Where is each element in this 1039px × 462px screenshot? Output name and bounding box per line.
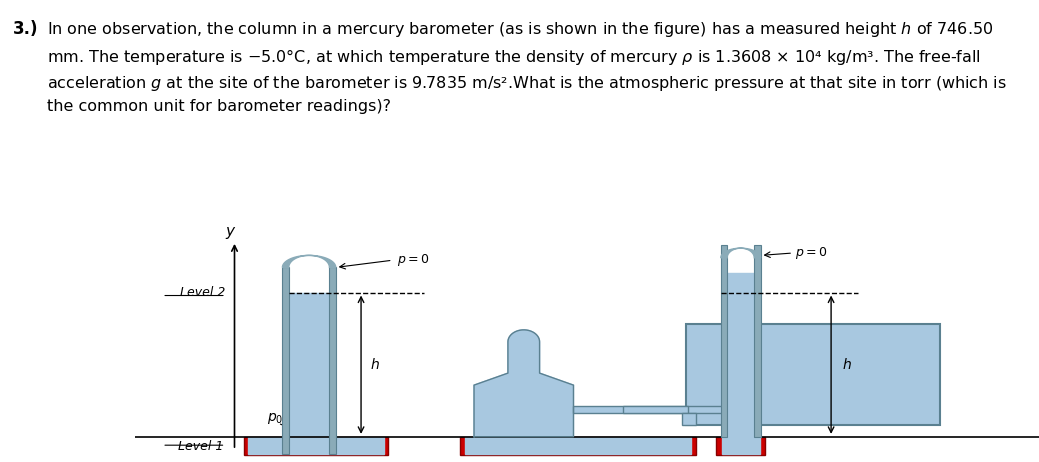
Text: $p_0$: $p_0$	[498, 410, 514, 425]
Polygon shape	[474, 330, 574, 437]
Polygon shape	[283, 255, 336, 267]
Polygon shape	[460, 437, 695, 455]
Polygon shape	[623, 406, 688, 413]
Polygon shape	[329, 267, 336, 454]
Polygon shape	[754, 244, 761, 437]
Polygon shape	[722, 437, 760, 454]
Polygon shape	[283, 267, 289, 454]
Polygon shape	[721, 248, 761, 258]
Text: $p = 0$: $p = 0$	[795, 245, 827, 261]
Text: $h$: $h$	[370, 357, 380, 372]
Polygon shape	[727, 274, 754, 437]
Polygon shape	[687, 324, 939, 425]
Text: 3.): 3.)	[12, 20, 38, 38]
Text: y: y	[225, 224, 235, 238]
Text: $p_0$: $p_0$	[267, 411, 284, 426]
Polygon shape	[682, 413, 695, 425]
Polygon shape	[721, 244, 727, 437]
Text: $p = 0$: $p = 0$	[397, 252, 430, 268]
Polygon shape	[574, 406, 727, 413]
Polygon shape	[248, 437, 383, 454]
Text: In one observation, the column in a mercury barometer (as is shown in the figure: In one observation, the column in a merc…	[47, 20, 1007, 114]
Text: Level 1: Level 1	[179, 440, 223, 453]
Polygon shape	[716, 437, 765, 455]
Polygon shape	[289, 292, 329, 437]
Polygon shape	[465, 437, 691, 454]
Polygon shape	[243, 437, 389, 455]
Text: Level 2: Level 2	[180, 286, 225, 299]
Text: $h$: $h$	[842, 357, 852, 372]
